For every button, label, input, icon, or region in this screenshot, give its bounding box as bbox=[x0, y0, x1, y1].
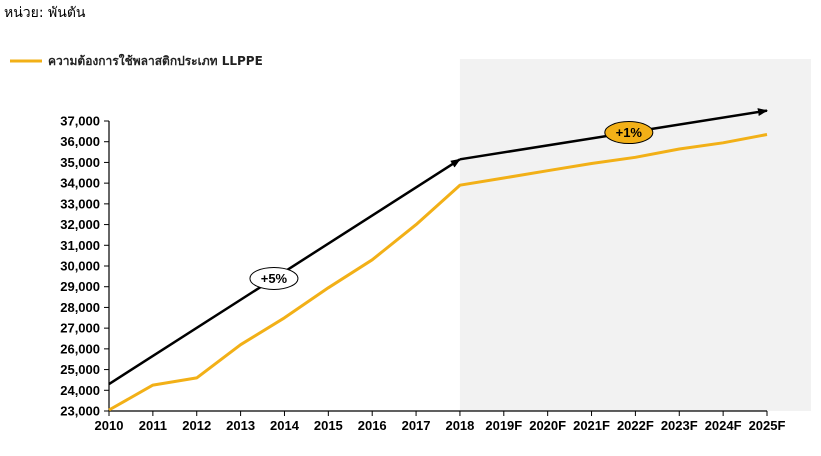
series-line-llppe bbox=[108, 133, 768, 412]
y-tick-label: 34,000 bbox=[60, 176, 100, 191]
x-tick-label: 2022F bbox=[617, 418, 654, 433]
x-tick-label: 2018 bbox=[445, 418, 474, 433]
trend-label-badge bbox=[604, 121, 654, 145]
y-tick-label: 23,000 bbox=[60, 404, 100, 419]
x-tick-label: 2012 bbox=[182, 418, 211, 433]
x-tick-label: 2010 bbox=[95, 418, 124, 433]
x-tick-label: 2017 bbox=[402, 418, 431, 433]
x-tick-label: 2020F bbox=[529, 418, 566, 433]
y-tick-label: 26,000 bbox=[60, 341, 100, 356]
x-tick-label: 2019F bbox=[485, 418, 522, 433]
y-tick-label: 29,000 bbox=[60, 279, 100, 294]
x-tick-label: 2023F bbox=[661, 418, 698, 433]
x-tick-label: 2021F bbox=[573, 418, 610, 433]
trend-label: +1% bbox=[616, 125, 643, 140]
x-tick-label: 2014 bbox=[270, 418, 300, 433]
y-tick-label: 33,000 bbox=[60, 196, 100, 211]
x-tick-label: 2024F bbox=[705, 418, 742, 433]
trend-label: +5% bbox=[261, 271, 288, 286]
y-tick-label: 24,000 bbox=[60, 383, 100, 398]
legend-label: ความต้องการใช้พลาสติกประเภท LLPPE bbox=[48, 53, 263, 68]
x-tick-label: 2013 bbox=[226, 418, 255, 433]
y-tick-label: 36,000 bbox=[60, 134, 100, 149]
y-tick-label: 31,000 bbox=[60, 238, 100, 253]
trend-label-badge bbox=[249, 266, 299, 290]
x-tick-label: 2011 bbox=[139, 418, 167, 433]
unit-label: หน่วย: พันตัน bbox=[4, 5, 86, 21]
x-tick-label: 2025F bbox=[749, 418, 786, 433]
y-tick-label: 25,000 bbox=[60, 362, 100, 377]
plot-area: 23,000 24,000 25,000 26,000 27,000 28,000 29,0… bbox=[60, 59, 811, 433]
y-tick-label: 37,000 bbox=[60, 114, 100, 129]
y-tick-label: 30,000 bbox=[60, 259, 100, 274]
y-tick-label: 35,000 bbox=[60, 155, 100, 170]
y-tick-label: 27,000 bbox=[60, 321, 100, 336]
y-tick-label: 32,000 bbox=[60, 217, 100, 232]
y-tick-label: 28,000 bbox=[60, 300, 100, 315]
x-tick-label: 2016 bbox=[358, 418, 387, 433]
legend: ความต้องการใช้พลาสติกประเภท LLPPE bbox=[10, 53, 263, 68]
x-tick-label: 2015 bbox=[314, 418, 343, 433]
forecast-shaded-region bbox=[459, 59, 811, 411]
